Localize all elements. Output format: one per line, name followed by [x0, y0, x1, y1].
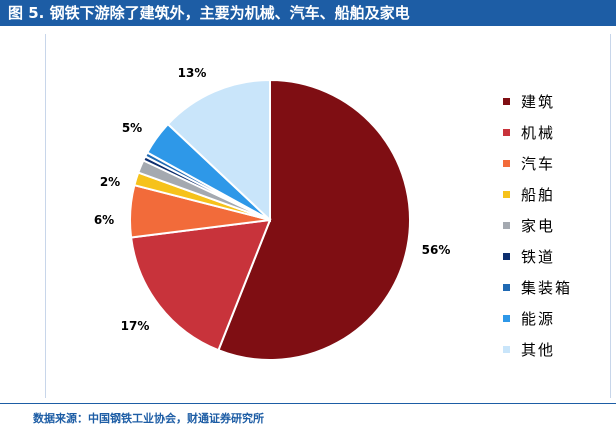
legend-item-7: 能源	[503, 303, 603, 334]
legend-swatch	[503, 284, 510, 291]
slice-label-7: 5%	[122, 121, 142, 135]
legend-label: 集装箱	[521, 279, 573, 297]
pie-slice-1	[129, 218, 272, 352]
legend-label: 其他	[521, 341, 556, 359]
legend-item-5: 铁道	[503, 241, 603, 272]
data-source-note: 数据来源：中国钢铁工业协会，财通证券研究所	[33, 412, 264, 425]
legend-item-0: 建筑	[503, 86, 603, 117]
legend-swatch	[503, 222, 510, 229]
legend-swatch	[503, 253, 510, 260]
legend-swatch	[503, 191, 510, 198]
legend-swatch	[503, 346, 510, 353]
slice-label-3: 2%	[100, 175, 120, 189]
legend-item-1: 机械	[503, 117, 603, 148]
legend-swatch	[503, 129, 510, 136]
legend-swatch	[503, 315, 510, 322]
legend-label: 建筑	[521, 93, 556, 111]
slice-label-2: 6%	[94, 213, 114, 227]
legend-label: 机械	[521, 124, 556, 142]
slice-label-1: 17%	[121, 319, 150, 333]
pie-slice-0	[217, 78, 411, 361]
legend-label: 汽车	[521, 155, 556, 173]
bottom-divider	[0, 403, 616, 404]
slice-label-8: 13%	[178, 66, 207, 80]
legend-label: 船舶	[521, 186, 556, 204]
slice-label-0: 56%	[422, 243, 451, 257]
legend-item-6: 集装箱	[503, 272, 603, 303]
pie-chart: 56% 17% 6% 2% 5% 13%	[94, 66, 451, 361]
legend-item-3: 船舶	[503, 179, 603, 210]
legend-label: 家电	[521, 217, 556, 235]
legend-label: 铁道	[521, 248, 556, 266]
legend-swatch	[503, 160, 510, 167]
legend-item-8: 其他	[503, 334, 603, 365]
legend-item-4: 家电	[503, 210, 603, 241]
chart-legend: 建筑机械汽车船舶家电铁道集装箱能源其他	[503, 86, 603, 365]
legend-item-2: 汽车	[503, 148, 603, 179]
chart-frame	[45, 34, 611, 398]
figure-title: 图 5. 钢铁下游除了建筑外，主要为机械、汽车、船舶及家电	[0, 0, 616, 26]
legend-swatch	[503, 98, 510, 105]
pie-slice-8	[166, 78, 271, 223]
legend-label: 能源	[521, 310, 556, 328]
